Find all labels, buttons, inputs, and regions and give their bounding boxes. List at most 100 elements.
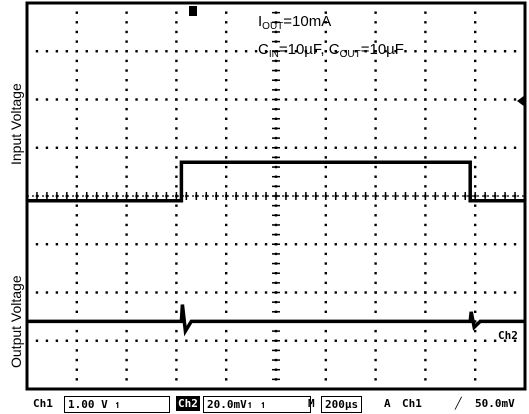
- grid-dot: [424, 252, 427, 256]
- grid-dot: [394, 291, 397, 294]
- grid-dot: [244, 98, 248, 101]
- grid-dot: [523, 339, 527, 342]
- grid-dot: [225, 378, 228, 381]
- grid-dot: [284, 291, 288, 294]
- grid-dot: [284, 146, 288, 149]
- grid-dot: [474, 165, 477, 169]
- grid-dot: [424, 223, 427, 227]
- grid-dot: [35, 50, 39, 53]
- grid-dot: [424, 30, 427, 34]
- grid-dot: [254, 146, 258, 149]
- grid-dot: [454, 243, 457, 246]
- grid-dot: [424, 50, 427, 53]
- grid-dot: [474, 262, 477, 265]
- grid-dot: [334, 339, 337, 342]
- grid-dot: [175, 185, 178, 188]
- grid-dot: [225, 40, 228, 43]
- grid-dot: [175, 165, 178, 169]
- grid-dot: [254, 98, 258, 101]
- grid-dot: [55, 291, 59, 294]
- grid-dot: [115, 50, 118, 53]
- ann-iout-sub: OUT: [262, 21, 284, 32]
- grid-dot: [185, 50, 188, 53]
- grid-dot: [65, 291, 69, 294]
- grid-dot: [225, 272, 228, 275]
- grid-dot: [205, 146, 208, 149]
- grid-dot: [45, 98, 49, 101]
- grid-dot: [414, 243, 417, 246]
- grid-dot: [404, 98, 407, 101]
- grid-dot: [374, 98, 377, 101]
- grid-dot: [95, 98, 98, 101]
- grid-dot: [75, 223, 78, 227]
- grid-dot: [404, 291, 407, 294]
- grid-dot: [424, 21, 427, 24]
- grid-dot: [225, 214, 228, 217]
- grid-dot: [414, 50, 417, 53]
- grid-dot: [155, 50, 158, 53]
- grid-dot: [474, 243, 477, 246]
- grid-dot: [175, 233, 178, 236]
- grid-dot: [464, 339, 467, 342]
- grid-dot: [474, 11, 477, 14]
- ann-cin-sub: IN: [268, 49, 279, 60]
- grid-dot: [254, 243, 258, 246]
- grid-dot: [304, 98, 308, 101]
- grid-dot: [165, 243, 168, 246]
- grid-dot: [324, 175, 327, 178]
- grid-dot: [424, 349, 427, 352]
- grid-dot: [75, 98, 78, 101]
- grid-dot: [195, 243, 198, 246]
- grid-dot: [474, 281, 477, 285]
- grid-dot: [324, 146, 327, 149]
- grid-dot: [474, 107, 477, 111]
- grid-dot: [474, 1, 477, 5]
- grid-dot: [185, 291, 188, 294]
- grid-dot: [324, 98, 327, 101]
- grid-dot: [85, 243, 88, 246]
- grid-dot: [75, 40, 78, 43]
- grid-dot: [394, 146, 397, 149]
- grid-dot: [254, 291, 258, 294]
- grid-dot: [175, 21, 178, 24]
- grid-dot: [75, 59, 78, 63]
- grid-dot: [424, 281, 427, 285]
- grid-dot: [75, 50, 78, 53]
- grid-dot: [324, 339, 327, 342]
- grid-dot: [175, 175, 178, 178]
- grid-dot: [55, 50, 59, 53]
- grid-dot: [374, 204, 377, 207]
- grid-dot: [434, 98, 437, 101]
- grid-dot: [354, 339, 357, 342]
- grid-dot: [185, 243, 188, 246]
- grid-dot: [384, 98, 387, 101]
- grid-dot: [75, 204, 78, 207]
- grid-dot: [125, 300, 128, 304]
- ann-cin-val: =10µF,: [278, 41, 329, 58]
- grid-dot: [25, 98, 29, 101]
- grid-dot: [394, 339, 397, 342]
- grid-dot: [304, 291, 308, 294]
- grid-dot: [225, 310, 228, 313]
- grid-dot: [225, 368, 228, 371]
- grid-dot: [125, 185, 128, 188]
- grid-dot: [424, 300, 427, 304]
- grid-dot: [75, 378, 78, 381]
- grid-dot: [145, 339, 148, 342]
- grid-dot: [75, 300, 78, 304]
- grid-dot: [324, 136, 327, 140]
- grid-dot: [384, 50, 387, 53]
- grid-dot: [474, 146, 477, 149]
- grid-dot: [225, 185, 228, 188]
- grid-dot: [324, 1, 327, 5]
- grid-dot: [254, 50, 258, 53]
- grid-dot: [424, 291, 427, 294]
- grid-dot: [374, 1, 377, 5]
- grid-dot: [434, 243, 437, 246]
- grid-dot: [344, 243, 347, 246]
- grid-dot: [344, 146, 347, 149]
- grid-dot: [324, 59, 327, 63]
- grid-dot: [424, 387, 427, 391]
- grid-dot: [225, 59, 228, 63]
- grid-dot: [195, 291, 198, 294]
